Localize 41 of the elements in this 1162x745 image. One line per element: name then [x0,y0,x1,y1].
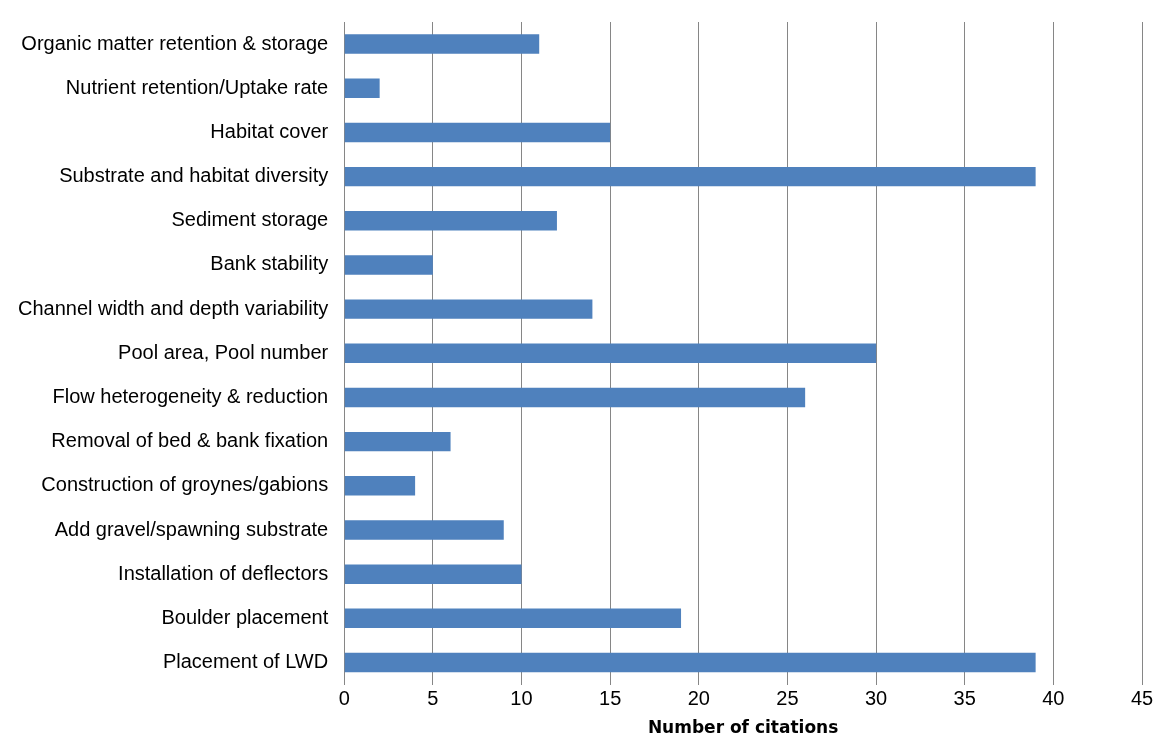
bar [344,34,540,54]
y-tick-label: Pool area, Pool number [118,340,329,363]
x-tick-label: 20 [687,687,710,710]
bar [344,122,611,143]
bar [344,564,522,584]
y-tick-label: Add gravel/spawning substrate [54,517,329,540]
y-tick-label: Organic matter retention & storage [21,31,329,54]
x-tick-label: 45 [1130,687,1154,710]
y-tick-label: Substrate and habitat diversity [59,164,329,187]
y-tick-label: Removal of bed & bank fixation [51,429,329,452]
bar [344,476,416,496]
bar [344,78,380,98]
x-tick-label: 10 [510,687,533,710]
bar [344,343,877,364]
x-tick-label: 40 [1042,687,1065,710]
bar [344,608,682,629]
bar [344,431,451,452]
bar [344,166,1036,187]
x-tick-label: 15 [599,687,622,710]
bar [344,255,433,275]
y-tick-label: Bank stability [210,252,329,275]
x-tick-label: 5 [427,687,439,710]
x-tick-label: 35 [953,687,976,710]
y-tick-label: Placement of LWD [162,650,329,673]
y-tick-label: Channel width and depth variability [17,296,329,319]
bar [344,387,806,408]
bar [344,299,593,319]
x-tick-label: 30 [864,687,888,710]
x-axis-title: Number of citations [647,717,839,738]
y-tick-label: Flow heterogeneity & reduction [52,384,329,407]
y-tick-label: Habitat cover [210,119,329,142]
bar [344,520,504,540]
y-tick-label: Installation of deflectors [118,561,329,584]
bar [344,211,557,231]
x-tick-label: 25 [776,687,799,710]
bar [344,652,1036,673]
y-tick-label: Sediment storage [171,208,329,231]
x-tick-label: 0 [338,687,350,710]
y-tick-label: Boulder placement [161,605,329,628]
y-tick-label: Construction of groynes/gabions [41,473,329,496]
y-tick-label: Nutrient retention/Uptake rate [65,75,329,98]
